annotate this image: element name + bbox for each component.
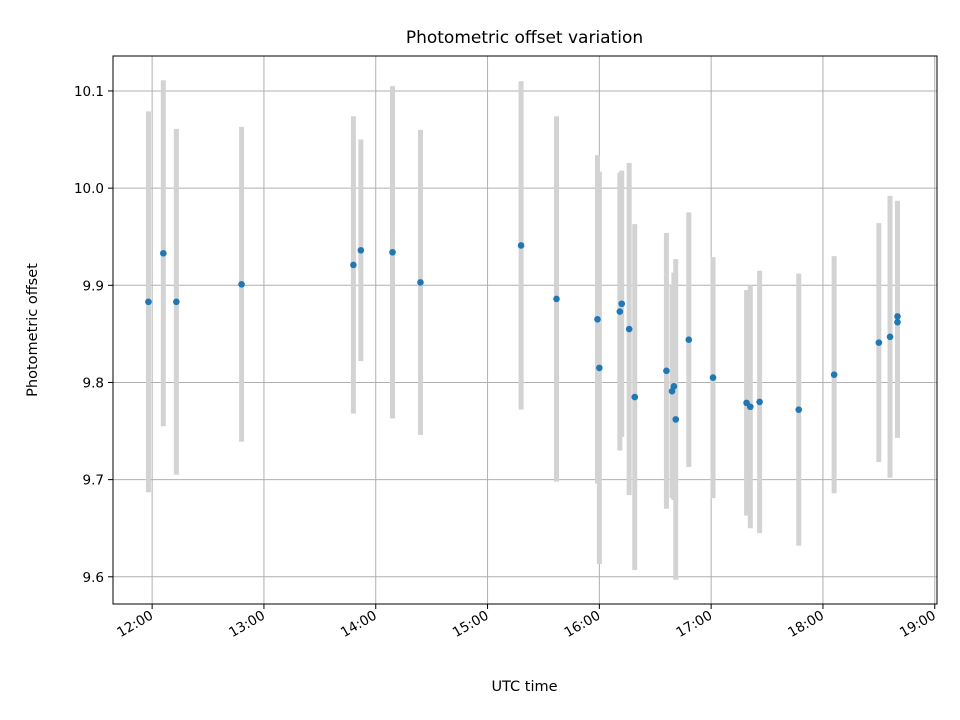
data-point <box>553 295 560 303</box>
data-point <box>238 281 245 288</box>
data-point <box>894 318 901 326</box>
data-point <box>886 333 894 341</box>
data-point <box>596 364 603 372</box>
data-point <box>746 403 754 411</box>
data-point <box>670 383 678 390</box>
data-point <box>756 398 763 406</box>
y-axis-title: Photometric offset <box>25 263 41 397</box>
data-point <box>795 406 803 413</box>
y-tick-label: 9.6 <box>83 570 104 586</box>
data-point <box>894 313 901 320</box>
plot-frame <box>112 55 938 605</box>
data-point <box>685 336 693 344</box>
data-point <box>594 316 601 323</box>
y-tick-label: 10.1 <box>74 84 104 100</box>
data-point <box>663 367 670 375</box>
data-point <box>709 374 717 381</box>
data-point <box>517 242 525 249</box>
data-point <box>616 308 624 315</box>
y-tick-label: 9.9 <box>83 278 104 294</box>
data-point <box>417 279 424 286</box>
data-point <box>389 248 396 256</box>
data-point <box>618 300 626 308</box>
data-point <box>350 261 357 269</box>
data-points <box>145 242 901 423</box>
data-point <box>173 298 180 306</box>
data-point <box>672 416 680 423</box>
data-point <box>830 371 838 378</box>
data-point <box>145 298 152 306</box>
data-point <box>875 339 883 346</box>
chart-title: Photometric offset variation <box>406 28 643 48</box>
data-point <box>357 247 365 254</box>
data-point <box>631 393 639 401</box>
x-axis-title: UTC time <box>491 679 557 695</box>
data-point <box>625 325 633 333</box>
data-point <box>160 249 167 257</box>
y-tick-label: 9.8 <box>83 375 104 391</box>
y-tick-label: 9.7 <box>83 473 104 489</box>
y-tick-label: 10.0 <box>74 181 104 197</box>
